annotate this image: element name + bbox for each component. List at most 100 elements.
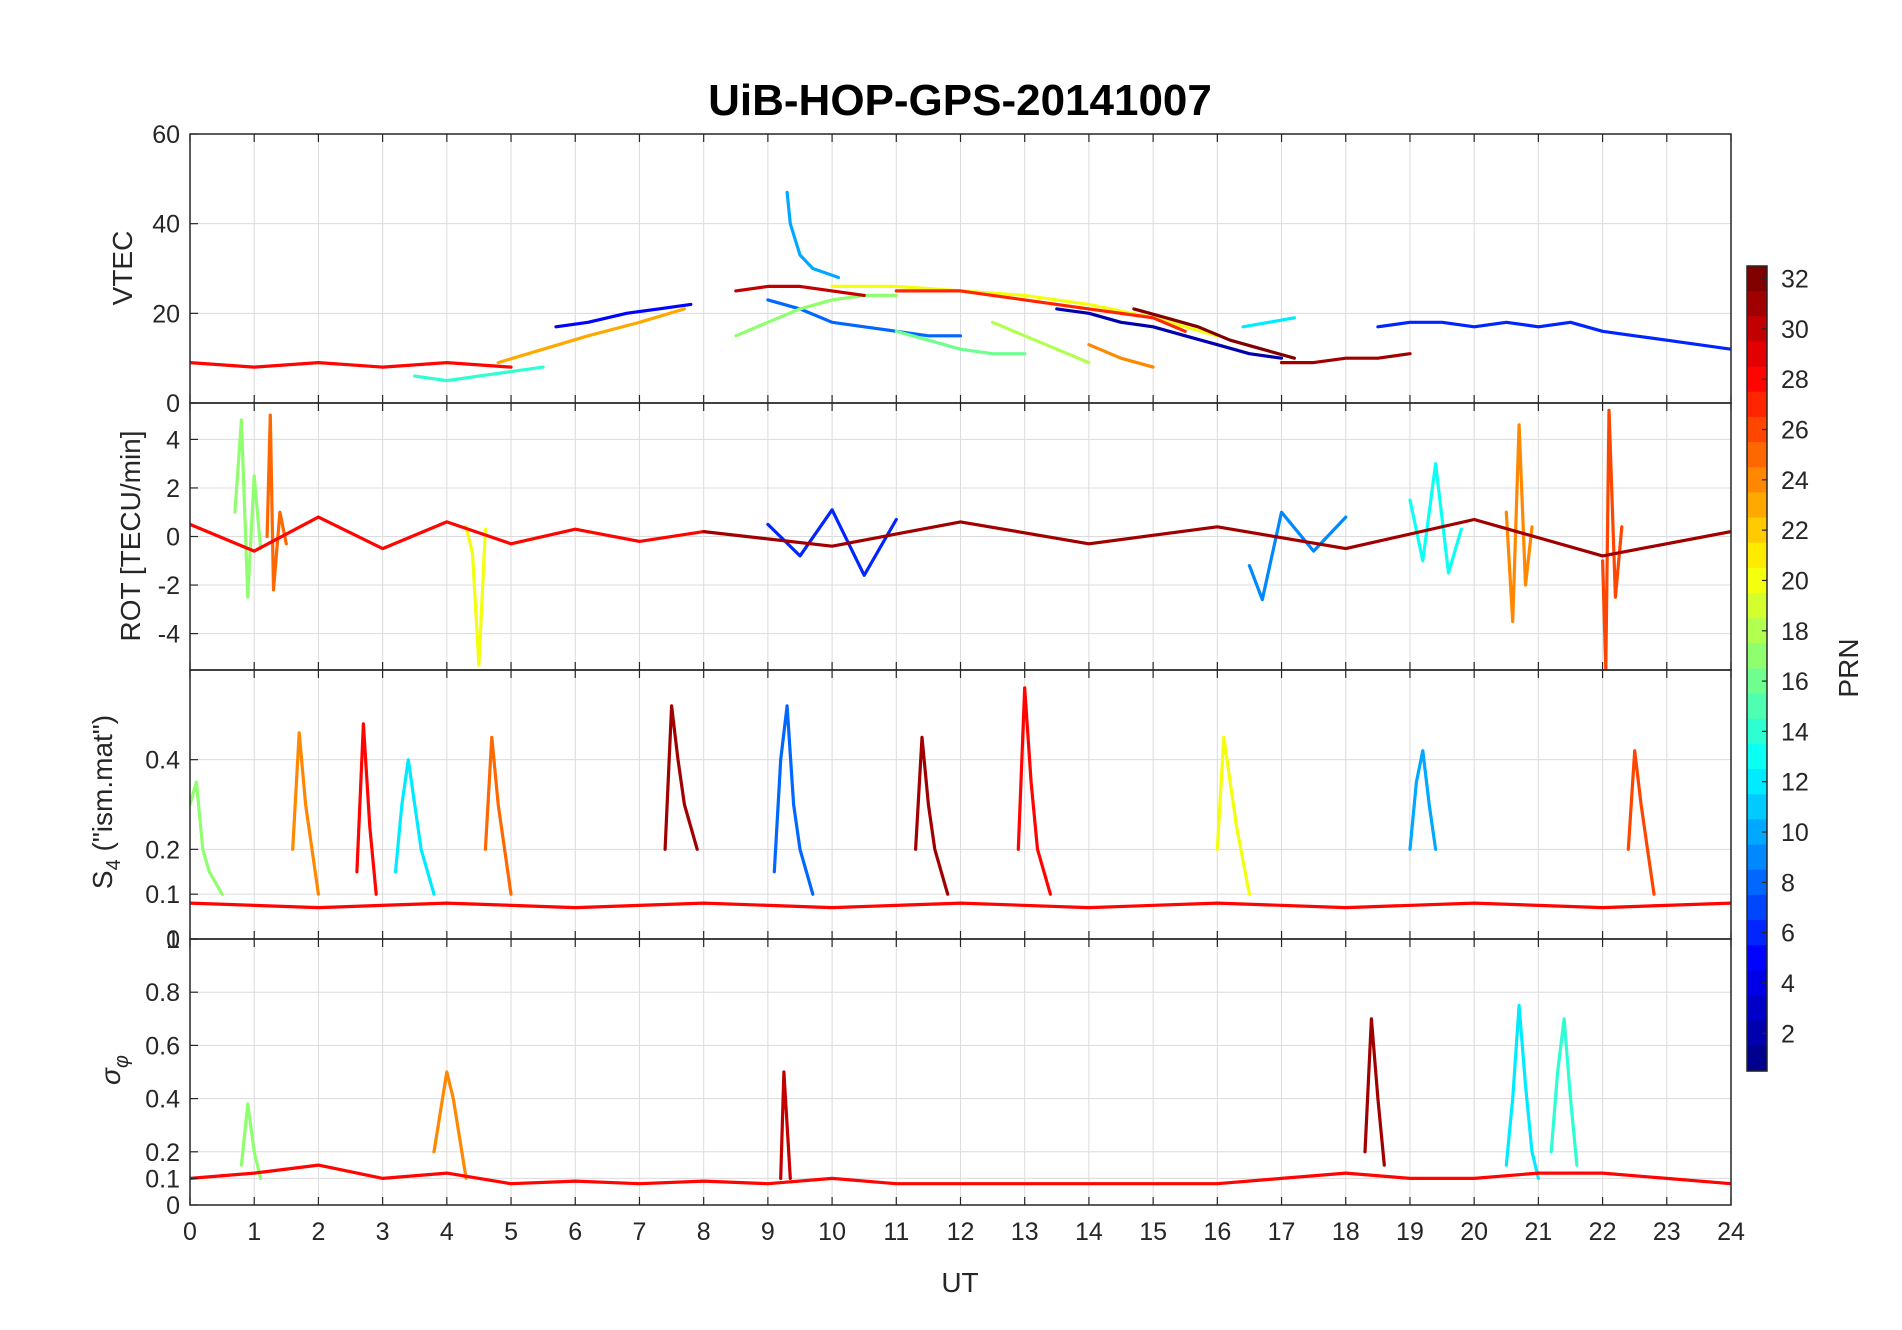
colorbar-cell bbox=[1747, 416, 1767, 443]
series-prn-8 bbox=[772, 704, 815, 896]
x-tick-label: 12 bbox=[947, 1218, 975, 1246]
x-tick-label: 21 bbox=[1524, 1218, 1552, 1246]
colorbar-cell bbox=[1747, 1020, 1767, 1047]
colorbar-cell bbox=[1747, 794, 1767, 821]
series-sigma-phi bbox=[190, 1003, 1731, 1186]
colorbar-cell bbox=[1747, 467, 1767, 494]
series-prn-10 bbox=[785, 190, 841, 280]
y-tick-label: 0.4 bbox=[145, 747, 180, 775]
series-prn-20 bbox=[464, 525, 487, 667]
x-tick-label: 9 bbox=[761, 1218, 775, 1246]
series-prn-5 bbox=[554, 302, 693, 329]
x-tick-label: 11 bbox=[883, 1218, 909, 1246]
colorbar-tick-label: 4 bbox=[1781, 970, 1795, 998]
y-tick-label: 0.2 bbox=[145, 1139, 180, 1167]
series-prn-28 bbox=[190, 901, 1731, 910]
colorbar-cell bbox=[1747, 517, 1767, 544]
x-tick-label: 20 bbox=[1460, 1218, 1488, 1246]
y-tick-label: 60 bbox=[152, 121, 180, 149]
series-prn-27 bbox=[894, 289, 1187, 333]
series-prn-26 bbox=[1600, 408, 1624, 670]
colorbar-cell bbox=[1747, 442, 1767, 468]
series-prn-31 bbox=[1363, 1017, 1386, 1167]
axes-sigma-phi bbox=[189, 938, 1732, 1206]
series-prn-17 bbox=[734, 293, 898, 338]
x-tick-label: 8 bbox=[697, 1218, 711, 1246]
panel-rot: -4 -2 0 2 4 ROT [TECU/min] bbox=[115, 402, 1732, 671]
series-prn-25 bbox=[265, 413, 288, 592]
y-tick-label: 40 bbox=[152, 211, 180, 239]
series-prn-28 bbox=[190, 515, 706, 553]
ylabel-sigma-phi: σφ bbox=[95, 1055, 133, 1085]
series-prn-24 bbox=[432, 1070, 468, 1181]
series-prn-14 bbox=[413, 365, 545, 383]
colorbar-tick-label: 2 bbox=[1781, 1020, 1795, 1048]
series-prn-28 bbox=[1016, 686, 1053, 896]
x-tick-label: 5 bbox=[504, 1218, 518, 1246]
x-tick-label: 13 bbox=[1011, 1218, 1039, 1246]
x-tick-label: 7 bbox=[633, 1218, 647, 1246]
colorbar-tick-label: 12 bbox=[1781, 769, 1809, 797]
series-prn-12 bbox=[1504, 1003, 1541, 1181]
colorbar-tick-label: 30 bbox=[1781, 316, 1809, 344]
series-prn-30 bbox=[779, 1070, 792, 1181]
colorbar-tick-label: 8 bbox=[1781, 869, 1795, 897]
yticks-vtec: 0 20 40 60 bbox=[152, 121, 198, 418]
colorbar-tick-label: 14 bbox=[1781, 718, 1809, 746]
grid-rot bbox=[189, 403, 1732, 670]
x-tick-label: 17 bbox=[1268, 1218, 1296, 1246]
colorbar-cell bbox=[1747, 945, 1767, 971]
yticks-s4: 0 0.1 0.2 0.4 bbox=[145, 747, 198, 954]
colorbar-cell bbox=[1747, 618, 1767, 644]
series-prn-31 bbox=[913, 735, 950, 896]
yticks-rot: -4 -2 0 2 4 bbox=[158, 426, 198, 649]
y-tick-label: 20 bbox=[152, 300, 180, 328]
colorbar-cell bbox=[1747, 869, 1767, 896]
panel-vtec: 0 20 40 60 VTEC bbox=[107, 121, 1732, 418]
colorbar-cell bbox=[1747, 316, 1767, 343]
x-tick-label: 24 bbox=[1717, 1218, 1745, 1246]
colorbar-cell bbox=[1747, 391, 1767, 418]
x-tick-labels: 0 1 2 3 4 5 6 7 8 9 10 11 12 13 14 15 16 17 18 19 20 21 22 23 24 bbox=[183, 1218, 1745, 1246]
x-tick-label: 22 bbox=[1589, 1218, 1617, 1246]
grid-vtec bbox=[189, 133, 1732, 404]
series-rot bbox=[190, 408, 1731, 670]
colorbar-cell bbox=[1747, 291, 1767, 317]
colorbar-cell bbox=[1747, 266, 1767, 292]
y-tick-label: 0.1 bbox=[145, 881, 180, 909]
series-prn-28 bbox=[190, 1163, 1731, 1186]
colorbar-frame bbox=[1746, 265, 1768, 1072]
y-tick-label: -2 bbox=[158, 572, 180, 600]
y-tick-label: 0.6 bbox=[145, 1032, 180, 1060]
x-tick-label: 14 bbox=[1075, 1218, 1103, 1246]
x-tick-label: 10 bbox=[818, 1218, 846, 1246]
series-prn-17 bbox=[239, 1102, 263, 1181]
colorbar-cell bbox=[1747, 894, 1767, 921]
series-s4 bbox=[190, 686, 1731, 910]
y-tick-label: 4 bbox=[166, 426, 180, 454]
colorbar-label: PRN bbox=[1833, 638, 1864, 697]
series-prn-17 bbox=[233, 418, 263, 599]
series-prn-14 bbox=[1549, 1017, 1579, 1167]
x-tick-label: 15 bbox=[1139, 1218, 1167, 1246]
x-tick-label: 16 bbox=[1203, 1218, 1231, 1246]
series-prn-30 bbox=[734, 284, 866, 297]
series-prn-24 bbox=[1504, 423, 1534, 624]
colorbar-tick-label: 26 bbox=[1781, 417, 1809, 445]
series-prn-9 bbox=[1247, 510, 1348, 602]
x-tick-label: 1 bbox=[247, 1218, 261, 1246]
series-prn-24 bbox=[1087, 343, 1155, 369]
ylabel-vtec: VTEC bbox=[107, 231, 138, 306]
series-prn-6 bbox=[766, 508, 898, 577]
y-tick-label: 0.4 bbox=[145, 1086, 180, 1114]
colorbar-cell bbox=[1747, 743, 1767, 770]
series-prn-28 bbox=[190, 361, 513, 369]
series-prn-26 bbox=[1626, 749, 1656, 896]
y-tick-label: 2 bbox=[166, 475, 180, 503]
x-tick-label: 3 bbox=[376, 1218, 390, 1246]
series-prn-8 bbox=[766, 298, 963, 338]
y-tick-label: 1 bbox=[166, 926, 180, 954]
ylabel-rot: ROT [TECU/min] bbox=[115, 430, 146, 641]
panel-s4: 0 0.1 0.2 0.4 S4 ("ism.mat") bbox=[87, 669, 1732, 954]
